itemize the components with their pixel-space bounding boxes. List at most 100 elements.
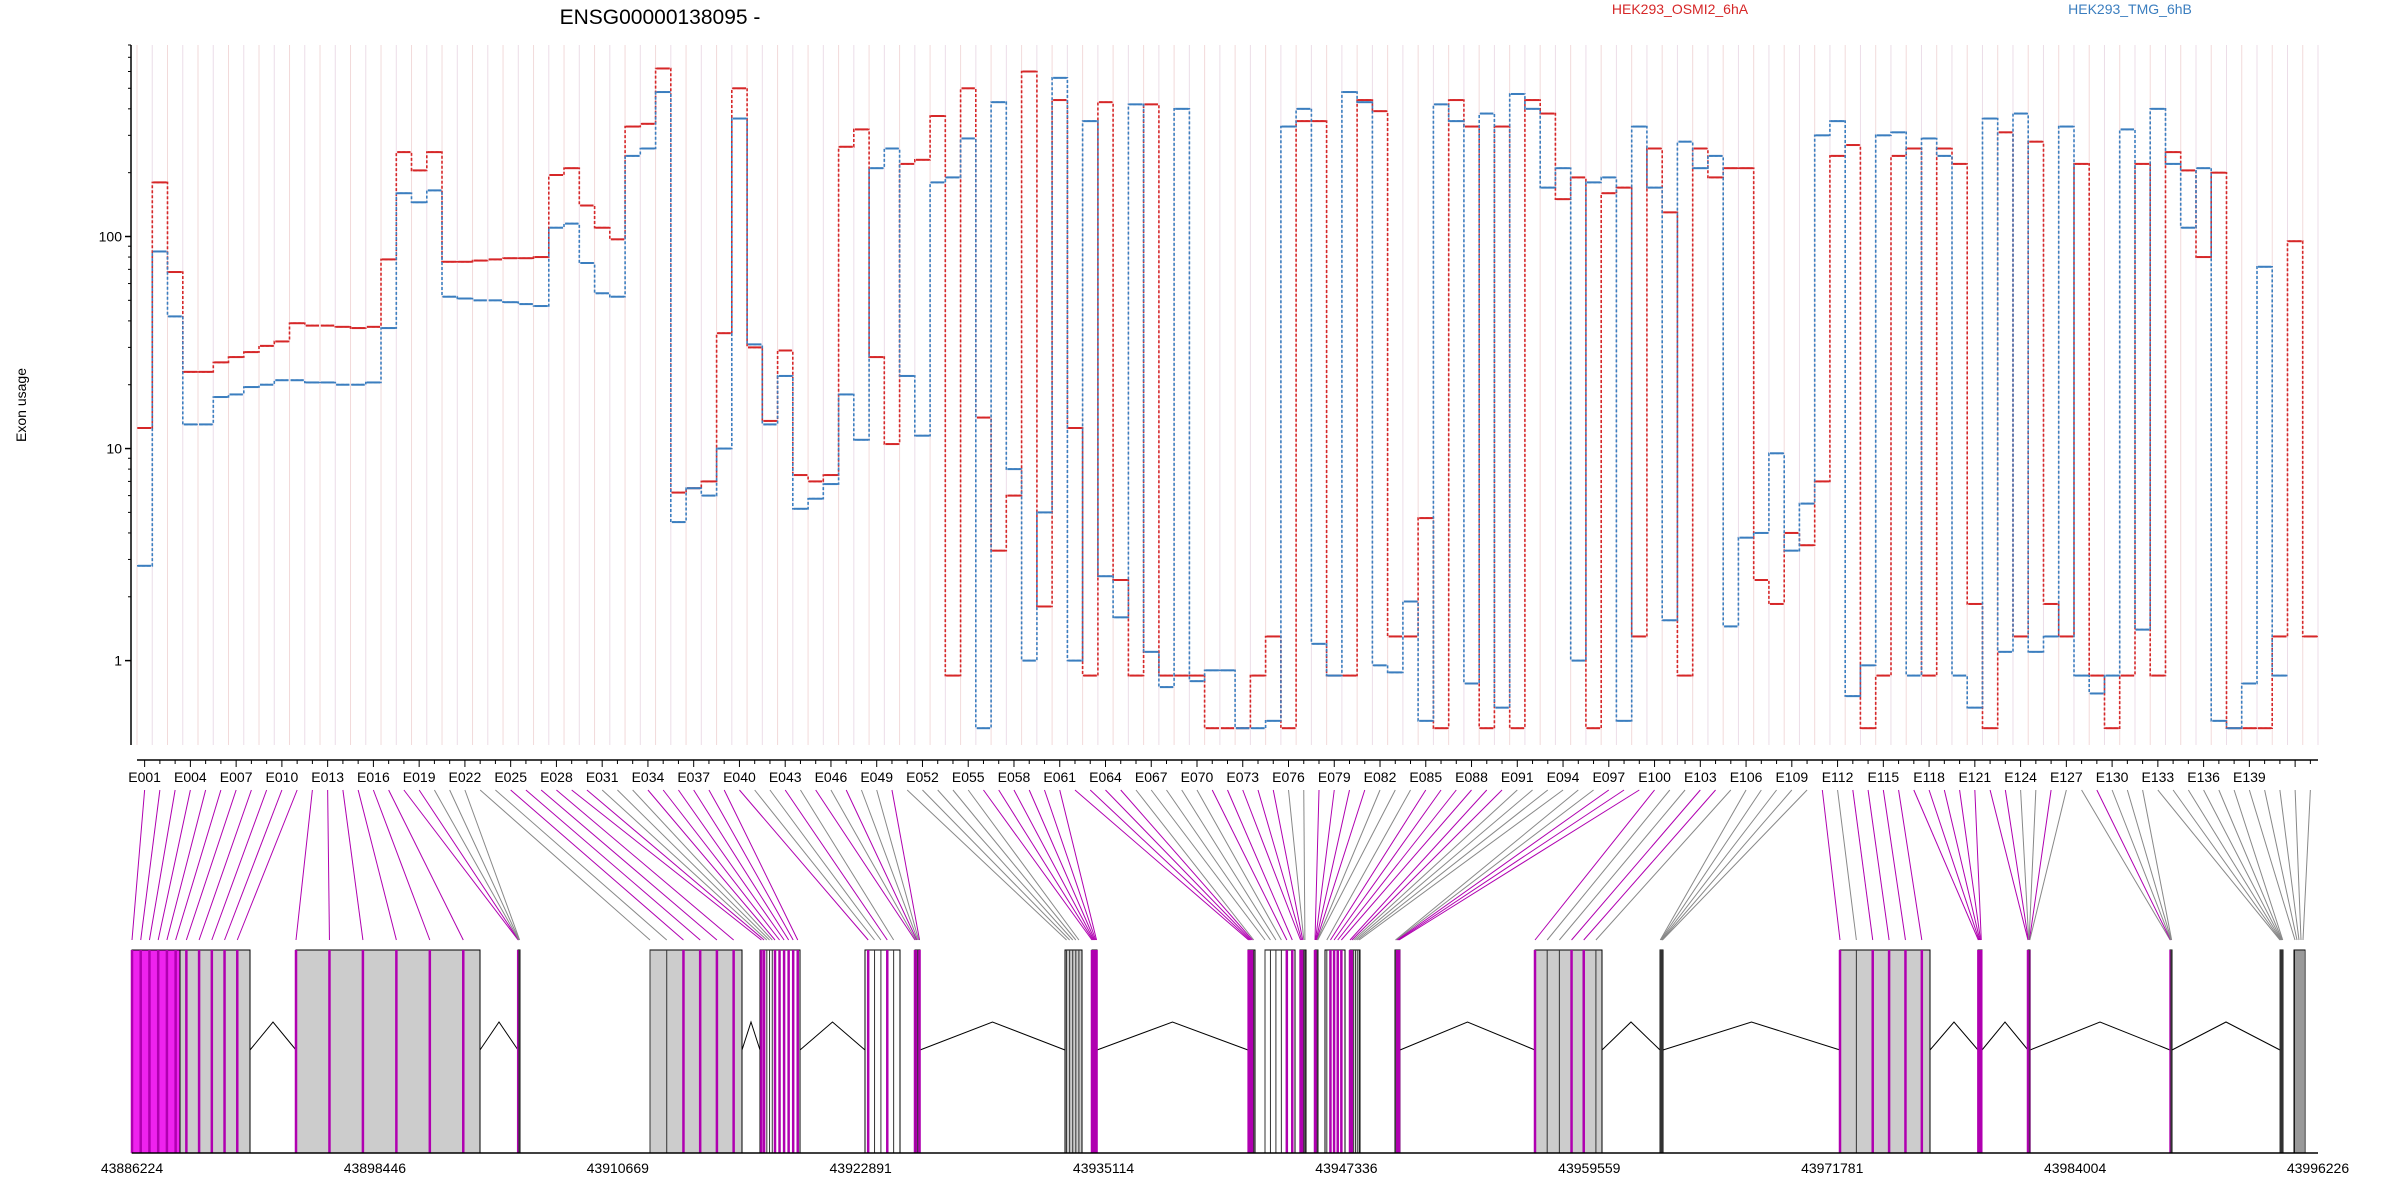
exon-connector: [1288, 789, 1305, 941]
genomic-tick-label: 43959559: [1558, 1160, 1621, 1176]
exon-connector: [342, 789, 364, 941]
exon-connector: [1150, 789, 1266, 941]
exon-tick-label: E040: [723, 769, 756, 785]
exon-connector: [1303, 789, 1306, 941]
genomic-tick-label: 43910669: [587, 1160, 650, 1176]
exon-connector: [1257, 789, 1303, 941]
exon-connector: [937, 789, 1074, 941]
exon-connector: [1989, 789, 2029, 941]
intron-line: [1399, 1021, 1536, 1051]
exon-tick-label: E061: [1043, 769, 1076, 785]
exon-connector: [140, 789, 161, 941]
y-axis-label: Exon usage: [13, 368, 29, 442]
exon-tick-label: E028: [540, 769, 573, 785]
exon-connector: [1333, 789, 1442, 941]
exon-tick-label: E130: [2096, 769, 2129, 785]
exon-connector: [1660, 789, 1777, 941]
exon-connector: [662, 789, 780, 941]
exon-connector: [464, 789, 521, 941]
exon-bands: [136, 45, 2319, 745]
exon-connector: [556, 789, 734, 941]
exon-connector: [2172, 789, 2281, 941]
exon-connector: [211, 789, 268, 941]
exon-connector: [1852, 789, 1874, 941]
exon-connector: [998, 789, 1094, 941]
exon-connector: [1660, 789, 1762, 941]
exon-tick-label: E037: [677, 769, 710, 785]
exon-connector: [1882, 789, 1906, 941]
exon-connector: [647, 789, 776, 941]
exon-connector: [1340, 789, 1472, 941]
exon-block: [295, 949, 481, 1154]
exon-block: [864, 949, 901, 1154]
exon-connectors: [131, 789, 2311, 941]
exon-connector: [2029, 789, 2067, 941]
exon-connector: [388, 789, 464, 941]
exon-tick-label: E124: [2004, 769, 2037, 785]
exon-connector: [1661, 789, 1793, 941]
genomic-tick-label: 43984004: [2044, 1160, 2107, 1176]
exon-tick-label: E109: [1775, 769, 1808, 785]
exon-connector: [830, 789, 917, 941]
exon-tick-label: E022: [449, 769, 482, 785]
exon-connector: [1353, 789, 1518, 941]
exon-tick-label: E094: [1547, 769, 1580, 785]
intron-line: [249, 1021, 297, 1051]
exon-tick-label: E103: [1684, 769, 1717, 785]
exon-tick-label: E082: [1364, 769, 1397, 785]
exon-connector: [1135, 789, 1255, 941]
exon-tick-label: E004: [174, 769, 207, 785]
exon-connector: [2279, 789, 2300, 941]
exon-connector: [2248, 789, 2296, 941]
intron-line: [1096, 1021, 1249, 1051]
exon-connector: [2096, 789, 2171, 941]
exon-connector: [1867, 789, 1890, 941]
exon-connector: [845, 789, 918, 941]
exon-connector: [372, 789, 431, 941]
exon-connector: [922, 789, 1070, 941]
exon-connector: [2126, 789, 2172, 941]
exon-connector: [2302, 789, 2311, 941]
exon-connector: [1662, 789, 1808, 941]
exon-connector: [479, 789, 651, 941]
exon-block: [1064, 949, 1083, 1154]
legend-entry-osmi2: HEK293_OSMI2_6hA: [1612, 1, 1749, 17]
exon-connector: [1913, 789, 1979, 941]
exon-axis: E001 E004 E007 E010 E013 E016 E019 E022 E025 E028…: [128, 759, 2318, 785]
exon-connector: [1355, 789, 1533, 941]
exon-tick-label: E100: [1638, 769, 1671, 785]
exon-tick-label: E019: [403, 769, 436, 785]
exon-connector: [1595, 789, 1732, 941]
y-tick-label: 100: [99, 229, 123, 245]
exon-connector: [1227, 789, 1293, 941]
exon-connector: [1105, 789, 1252, 941]
intron-line: [799, 1021, 866, 1051]
exon-connector: [891, 789, 921, 941]
exon-tick-label: E067: [1135, 769, 1168, 785]
exon-connector: [1330, 789, 1427, 941]
exon-connector: [784, 789, 888, 941]
exon-connector: [1398, 789, 1640, 941]
exon-connector: [769, 789, 882, 941]
exon-connector: [525, 789, 701, 941]
exon-tick-label: E076: [1272, 769, 1305, 785]
exon-connector: [433, 789, 520, 941]
exon-connector: [2004, 789, 2029, 941]
exon-connector: [131, 789, 146, 941]
exon-tick-label: E139: [2233, 769, 2266, 785]
genomic-tick-label: 43996226: [2287, 1160, 2350, 1176]
exon-connector: [2218, 789, 2283, 941]
y-tick-label: 10: [106, 441, 122, 457]
exon-connector: [418, 789, 519, 941]
exon-connector: [2157, 789, 2281, 941]
exon-connector: [739, 789, 869, 941]
exon-connector: [723, 789, 799, 941]
intron-line: [2029, 1021, 2171, 1051]
exon-connector: [2111, 789, 2172, 941]
exon-connector: [967, 789, 1080, 941]
exon-connector: [1358, 789, 1564, 941]
exon-connector: [1316, 789, 1381, 941]
exon-connector: [1013, 789, 1095, 941]
exon-connector: [357, 789, 397, 941]
exon-tick-label: E112: [1822, 769, 1854, 785]
